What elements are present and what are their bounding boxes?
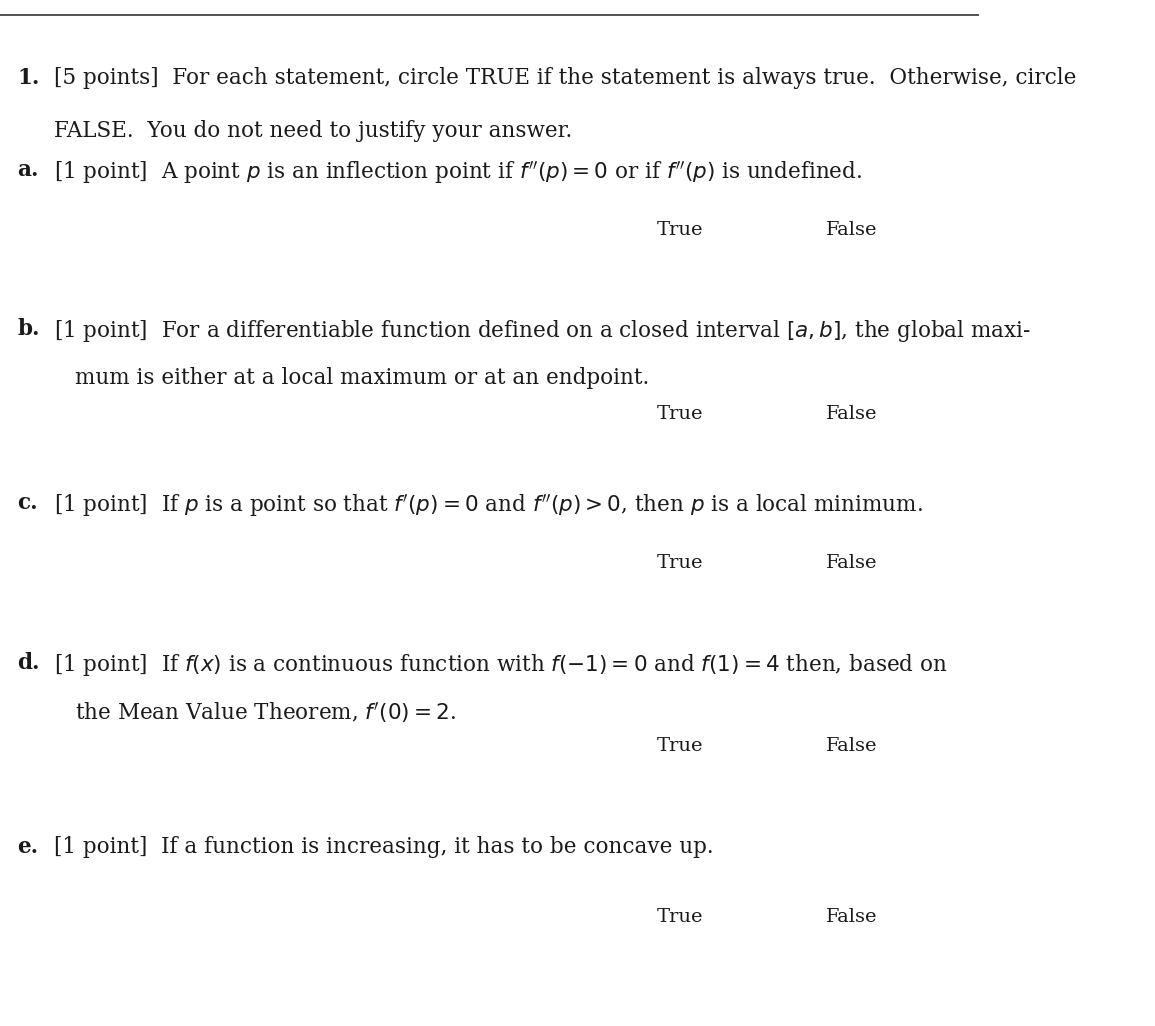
Text: False: False [826, 554, 877, 573]
Text: [1 point]  If $f(x)$ is a continuous function with $f(-1) = 0$ and $f(1) = 4$ th: [1 point] If $f(x)$ is a continuous func… [54, 652, 947, 677]
Text: e.: e. [17, 836, 39, 858]
Text: False: False [826, 221, 877, 239]
Text: [1 point]  If a function is increasing, it has to be concave up.: [1 point] If a function is increasing, i… [54, 836, 714, 858]
Text: True: True [657, 737, 703, 755]
Text: [1 point]  A point $p$ is an inflection point if $f''(p) = 0$ or if $f''(p)$ is : [1 point] A point $p$ is an inflection p… [54, 159, 862, 186]
Text: a.: a. [17, 159, 39, 181]
Text: b.: b. [17, 318, 40, 340]
Text: mum is either at a local maximum or at an endpoint.: mum is either at a local maximum or at a… [75, 367, 649, 389]
Text: [1 point]  For a differentiable function defined on a closed interval $[a, b]$, : [1 point] For a differentiable function … [54, 318, 1030, 344]
Text: True: True [657, 554, 703, 573]
Text: [5 points]  For each statement, circle TRUE if the statement is always true.  Ot: [5 points] For each statement, circle TR… [54, 67, 1076, 88]
Text: 1.: 1. [17, 67, 40, 88]
Text: False: False [826, 737, 877, 755]
Text: False: False [826, 908, 877, 926]
Text: d.: d. [17, 652, 40, 673]
Text: True: True [657, 405, 703, 424]
Text: True: True [657, 221, 703, 239]
Text: the Mean Value Theorem, $f'(0) = 2$.: the Mean Value Theorem, $f'(0) = 2$. [75, 701, 456, 725]
Text: FALSE.  You do not need to justify your answer.: FALSE. You do not need to justify your a… [54, 120, 572, 142]
Text: c.: c. [17, 492, 38, 514]
Text: False: False [826, 405, 877, 424]
Text: True: True [657, 908, 703, 926]
Text: [1 point]  If $p$ is a point so that $f'(p) = 0$ and $f''(p) > 0$, then $p$ is a: [1 point] If $p$ is a point so that $f'(… [54, 492, 923, 519]
